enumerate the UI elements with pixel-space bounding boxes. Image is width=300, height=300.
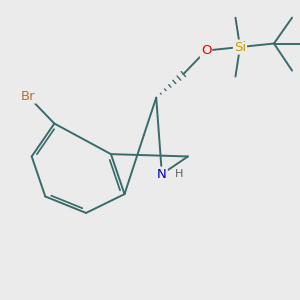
Text: O: O [201,44,211,57]
Text: N: N [157,168,167,181]
Text: Br: Br [21,90,35,103]
Text: H: H [175,169,183,179]
Text: Si: Si [234,40,246,54]
